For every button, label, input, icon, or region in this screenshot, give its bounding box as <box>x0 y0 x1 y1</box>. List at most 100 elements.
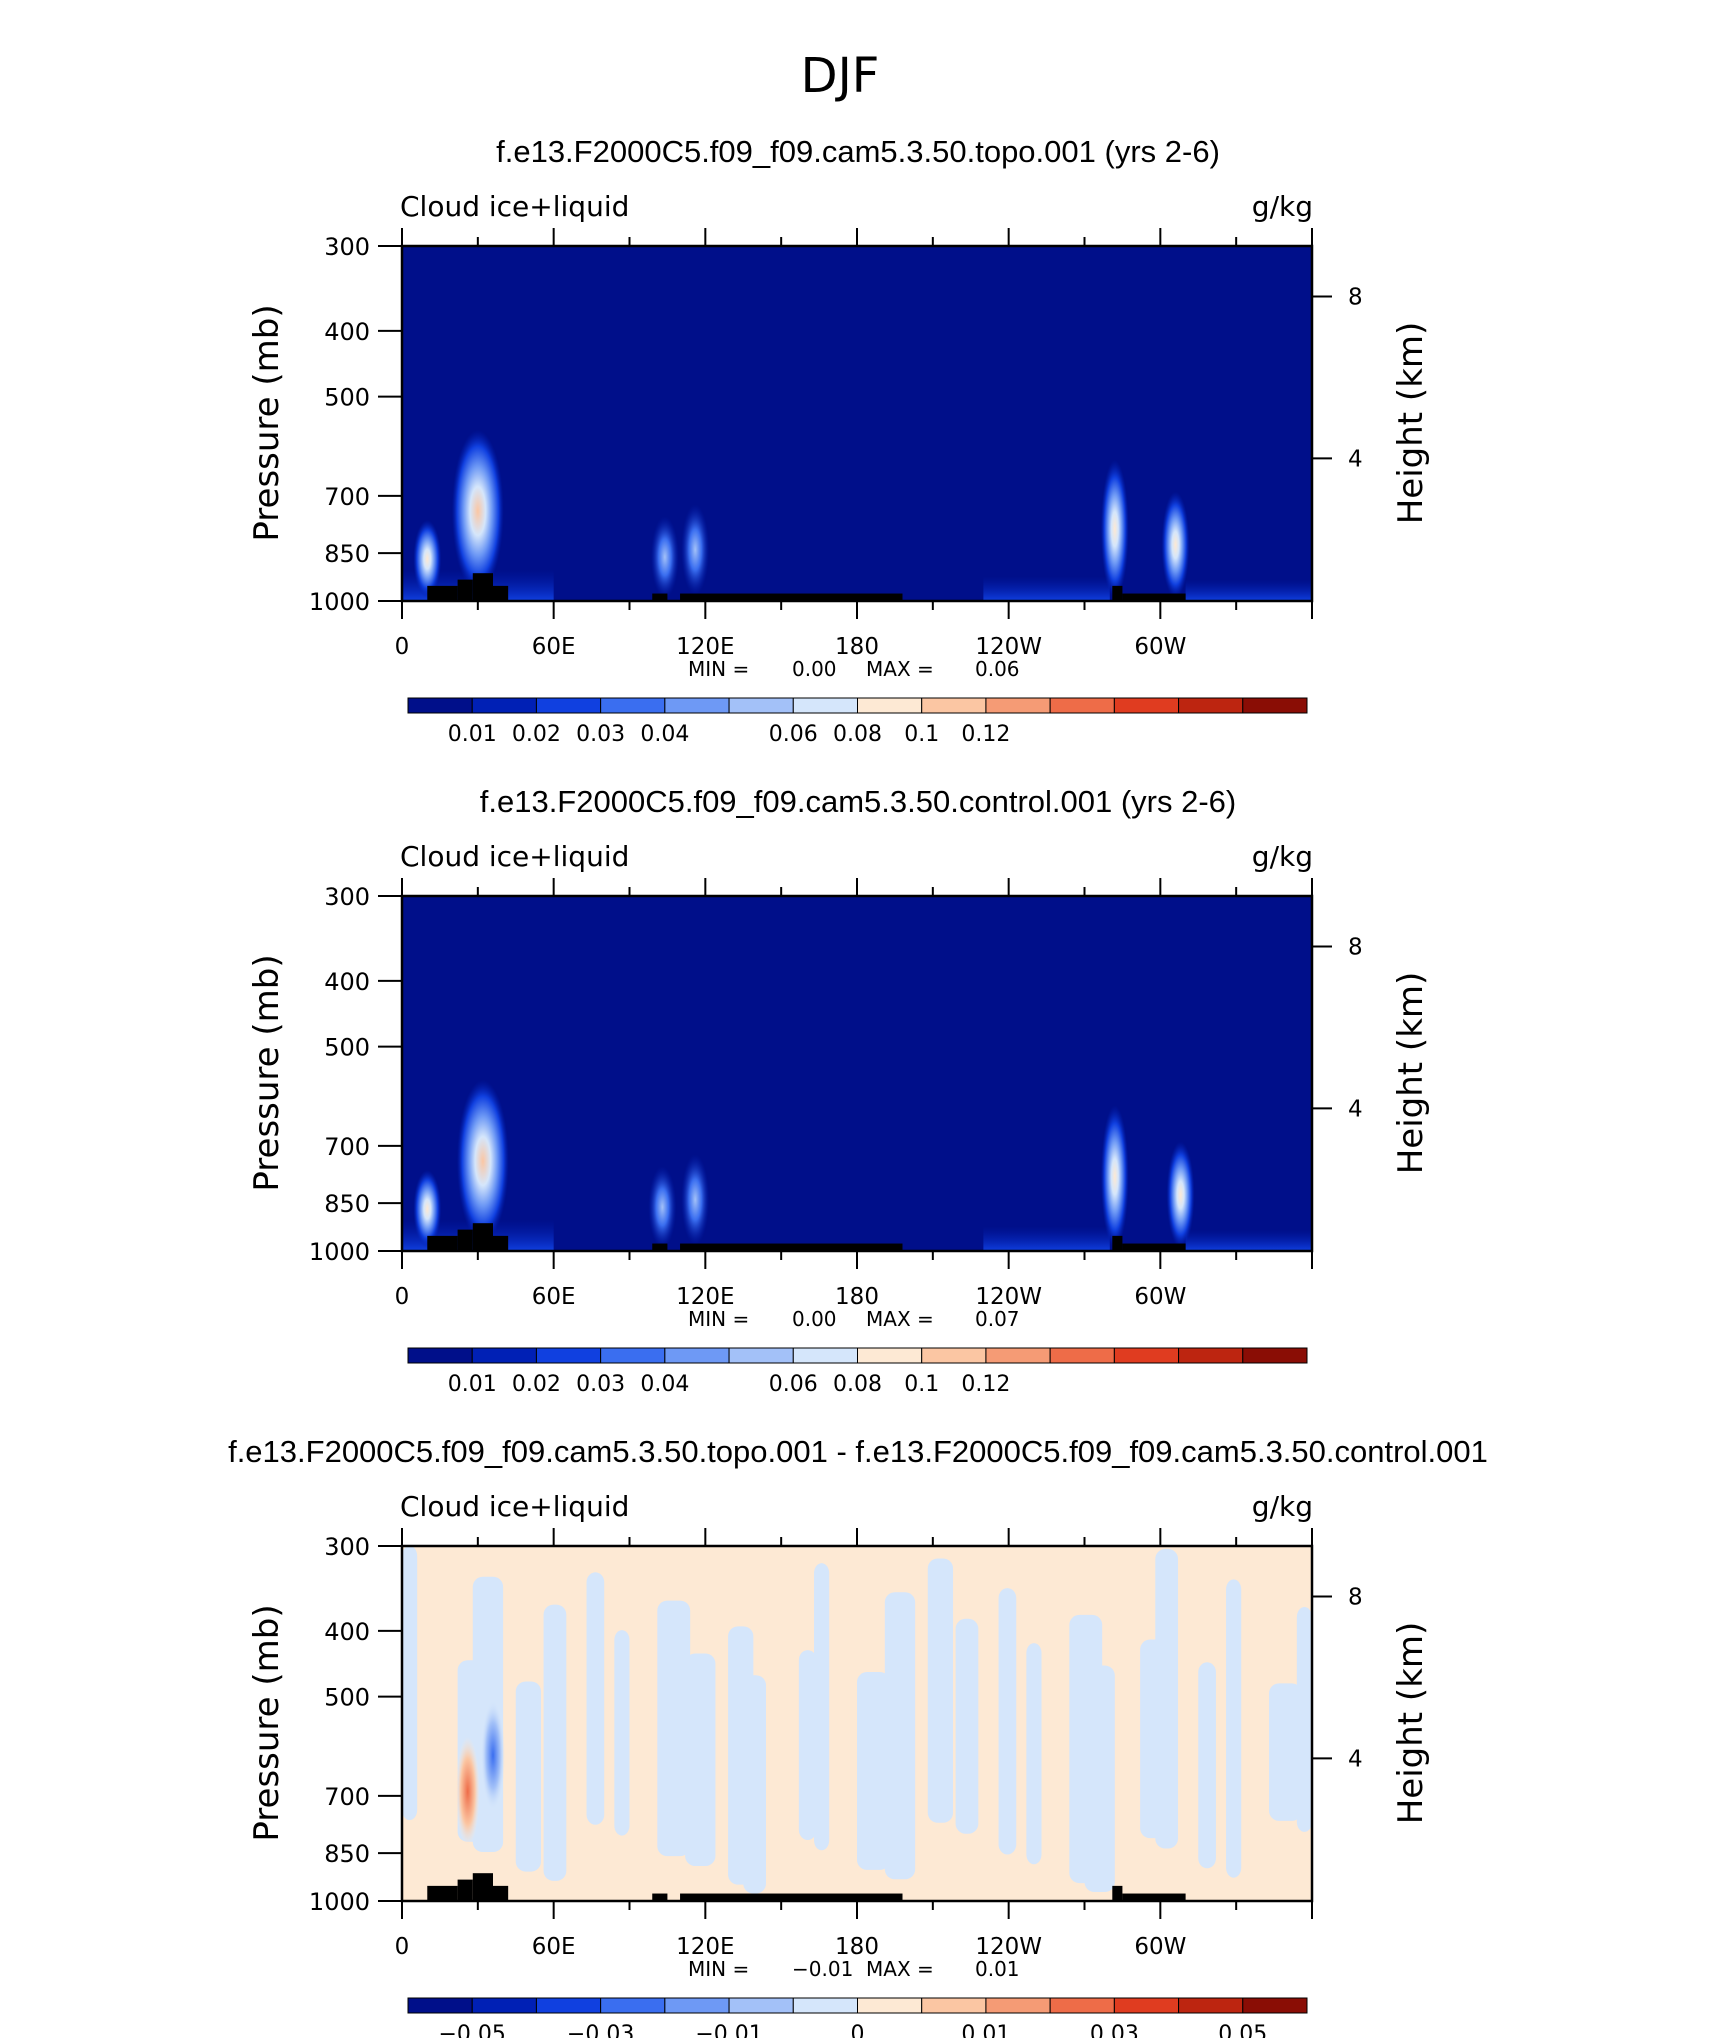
colorbar: 0.01 0.02 0.03 0.04 0.06 0.08 0.1 0.12 <box>407 1347 1308 1397</box>
colorbar-swatch <box>1049 1347 1115 1364</box>
negative-band <box>1296 1607 1312 1832</box>
colorbar-swatch <box>857 697 923 714</box>
colorbar-swatch <box>985 697 1051 714</box>
stats-line: MIN = 0.00 MAX = 0.06 <box>688 657 1020 681</box>
negative-band <box>657 1600 691 1857</box>
colorbar: 0.01 0.02 0.03 0.04 0.06 0.08 0.1 0.12 <box>407 697 1308 747</box>
colorbar-label: −0.03 <box>567 2022 634 2038</box>
topography-block <box>652 593 668 601</box>
negative-band <box>402 1546 418 1821</box>
y-tick-label: 850 <box>324 1840 370 1868</box>
x-tick-label: 60E <box>532 1934 576 1960</box>
min-value: 0.00 <box>792 1307 837 1331</box>
negative-band <box>1269 1683 1302 1821</box>
y-axis-label: Pressure (mb) <box>247 1604 287 1841</box>
stats-line: MIN = −0.01 MAX = 0.01 <box>688 1957 1020 1981</box>
colorbar-label: 0.02 <box>512 1372 561 1397</box>
panel-title: f.e13.F2000C5.f09_f09.cam5.3.50.control.… <box>480 784 1237 819</box>
low-cloud-layer <box>1185 1229 1312 1251</box>
colorbar-swatch <box>728 1347 794 1364</box>
colorbar-label: 0.04 <box>640 722 689 747</box>
units-label: g/kg <box>1252 1490 1313 1523</box>
topography-block <box>472 1223 493 1251</box>
colorbar-label: 0.02 <box>512 722 561 747</box>
right-tick-label: 8 <box>1348 1584 1363 1610</box>
colorbar-label: 0.12 <box>961 722 1010 747</box>
x-tick-label: 60E <box>532 1284 576 1310</box>
max-label: MAX = <box>866 657 934 681</box>
topography-block <box>680 1243 903 1251</box>
colorbar-swatch <box>985 1997 1051 2014</box>
negative-band <box>798 1650 817 1840</box>
topography-block <box>427 1235 458 1251</box>
topography-block <box>1122 1893 1186 1901</box>
y-tick-label: 300 <box>324 883 370 911</box>
y-tick-label: 1000 <box>309 588 370 616</box>
variable-label: Cloud ice+liquid <box>400 1490 629 1523</box>
topography-block <box>457 1879 473 1901</box>
panel-control: f.e13.F2000C5.f09_f09.cam5.3.50.control.… <box>247 784 1431 1397</box>
right-axis-label: Height (km) <box>1391 322 1431 525</box>
cloud-feature <box>413 520 442 599</box>
colorbar-swatch <box>407 697 473 714</box>
topography-block <box>427 585 458 601</box>
colorbar-swatch <box>535 1997 602 2014</box>
right-axis-label: Height (km) <box>1391 972 1431 1175</box>
x-tick-label: 0 <box>395 1284 410 1310</box>
colorbar-label: 0.01 <box>448 1372 497 1397</box>
colorbar-swatch <box>471 1997 537 2014</box>
negative-band <box>998 1588 1017 1855</box>
y-tick-label: 400 <box>324 968 370 996</box>
colorbar-label: 0.03 <box>576 722 625 747</box>
y-tick-label: 1000 <box>309 1888 370 1916</box>
cloud-feature <box>681 504 710 596</box>
negative-band <box>857 1672 890 1870</box>
colorbar-label: 0.08 <box>833 1372 882 1397</box>
colorbar-label: −0.05 <box>439 2022 506 2038</box>
negative-band <box>515 1681 542 1872</box>
colorbar-swatch <box>728 1997 794 2014</box>
colorbar-label: 0.01 <box>961 2022 1010 2038</box>
topography-block <box>652 1893 668 1901</box>
variable-label: Cloud ice+liquid <box>400 840 629 873</box>
topography-block <box>1122 1243 1186 1251</box>
colorbar-label: 0.03 <box>1090 2022 1139 2038</box>
max-label: MAX = <box>866 1957 934 1981</box>
colorbar-label: 0.01 <box>448 722 497 747</box>
topography-block <box>493 585 509 601</box>
y-tick-label: 300 <box>324 233 370 261</box>
colorbar-swatch <box>921 1347 987 1364</box>
colorbar-swatch <box>792 1997 858 2014</box>
colorbar-swatch <box>664 697 730 714</box>
cloud-feature <box>681 1154 710 1246</box>
topography-block <box>1122 593 1186 601</box>
topography-block <box>472 1873 493 1901</box>
y-tick-label: 500 <box>324 1034 370 1062</box>
colorbar-swatch <box>407 1347 473 1364</box>
min-value: 0.00 <box>792 657 837 681</box>
y-tick-label: 700 <box>324 483 370 511</box>
max-value: 0.01 <box>975 1957 1020 1981</box>
colorbar-label: 0.08 <box>833 722 882 747</box>
anomaly-blob <box>455 1736 480 1847</box>
colorbar-swatch <box>1242 1347 1308 1364</box>
negative-band <box>743 1675 766 1894</box>
min-label: MIN = <box>688 1957 749 1981</box>
negative-band <box>1026 1643 1042 1865</box>
y-tick-label: 700 <box>324 1133 370 1161</box>
y-tick-label: 700 <box>324 1783 370 1811</box>
negative-band <box>1226 1579 1242 1878</box>
right-tick-label: 4 <box>1348 1096 1363 1122</box>
cloud-feature <box>451 430 504 593</box>
negative-band <box>543 1604 567 1881</box>
y-axis-label: Pressure (mb) <box>247 954 287 1191</box>
x-tick-label: 180 <box>835 1284 879 1310</box>
variable-label: Cloud ice+liquid <box>400 190 629 223</box>
field-background <box>402 246 1312 601</box>
colorbar-swatch <box>921 1997 987 2014</box>
x-tick-label: 60W <box>1134 634 1186 660</box>
right-tick-label: 8 <box>1348 934 1363 960</box>
y-tick-label: 400 <box>324 318 370 346</box>
panel-title: f.e13.F2000C5.f09_f09.cam5.3.50.topo.001… <box>496 134 1220 169</box>
